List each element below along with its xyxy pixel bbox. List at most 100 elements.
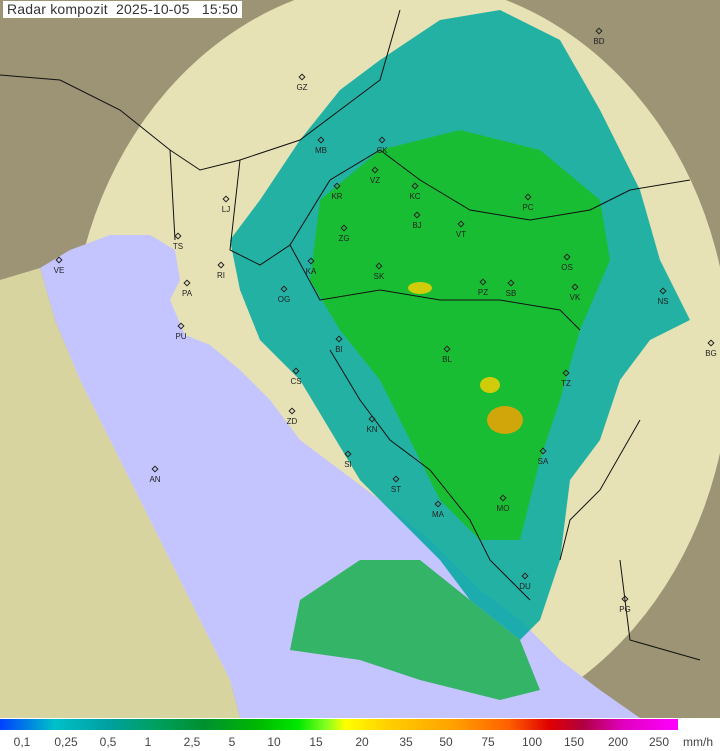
city-marker-icon (521, 572, 529, 580)
city-pu: PU (175, 322, 187, 341)
city-du: DU (519, 572, 531, 591)
city-vz: VZ (370, 166, 380, 185)
radar-echo-intense (408, 282, 432, 294)
city-label: PU (175, 332, 186, 341)
city-zg: ZG (338, 224, 350, 243)
city-marker-icon (174, 232, 182, 240)
italy-land (0, 268, 240, 718)
city-gz: GZ (296, 73, 308, 92)
city-label: BG (705, 349, 717, 358)
city-label: DU (519, 582, 531, 591)
city-marker-icon (413, 211, 421, 219)
city-si: SI (344, 450, 352, 469)
scale-tick: 10 (267, 735, 281, 749)
city-marker-icon (368, 415, 376, 423)
scale-tick: 20 (355, 735, 369, 749)
city-mo: MO (497, 494, 510, 513)
city-marker-icon (335, 335, 343, 343)
city-label: VK (570, 293, 581, 302)
city-marker-icon (317, 136, 325, 144)
city-label: CK (376, 146, 388, 155)
city-label: TS (173, 242, 183, 251)
city-label: ST (391, 485, 401, 494)
city-pc: PC (522, 193, 534, 212)
city-sb: SB (506, 279, 516, 298)
city-label: MO (497, 504, 510, 513)
city-label: SK (374, 272, 385, 281)
city-marker-icon (292, 367, 300, 375)
city-marker-icon (217, 261, 225, 269)
city-marker-icon (707, 339, 715, 347)
scale-tick: 2,5 (183, 735, 201, 749)
city-marker-icon (177, 322, 185, 330)
city-marker-icon (392, 475, 400, 483)
scale-tick: 150 (563, 735, 585, 749)
city-marker-icon (621, 595, 629, 603)
city-kr: KR (331, 182, 343, 201)
city-label: KR (331, 192, 342, 201)
city-marker-icon (55, 256, 63, 264)
city-label: BI (335, 345, 343, 354)
adriatic-sea (40, 235, 640, 718)
scale-tick: 75 (481, 735, 495, 749)
city-sk: SK (374, 262, 385, 281)
scale-unit: mm/h (683, 735, 713, 749)
city-label: PC (522, 203, 533, 212)
city-pg: PG (619, 595, 631, 614)
city-ri: RI (217, 261, 225, 280)
city-label: SA (538, 457, 549, 466)
city-marker-icon (344, 450, 352, 458)
scale-tick: 1 (144, 735, 152, 749)
city-mb: MB (315, 136, 327, 155)
city-pz: PZ (478, 278, 488, 297)
city-marker-icon (595, 27, 603, 35)
city-label: TZ (561, 379, 571, 388)
city-kn: KN (366, 415, 378, 434)
city-bj: BJ (412, 211, 422, 230)
city-ns: NS (657, 287, 669, 306)
color-scale-labels: 0,1 0,25 0,5 1 2,5 5 10 15 20 35 50 75 1… (0, 735, 720, 751)
city-label: CS (290, 377, 301, 386)
city-marker-icon (371, 166, 379, 174)
city-label: MA (432, 510, 445, 519)
city-marker-icon (307, 257, 315, 265)
country-borders (0, 9, 701, 661)
radar-map[interactable]: GZ BD MB CK VZ KR KC PC LJ ZG BJ VT TS RI KA SK OS VE PA OG… (0, 0, 720, 718)
city-label: AN (149, 475, 160, 484)
city-label: KC (409, 192, 420, 201)
scale-tick: 35 (399, 735, 413, 749)
city-ma: MA (432, 500, 445, 519)
city-marker-icon (288, 407, 296, 415)
city-kc: KC (409, 182, 421, 201)
city-sa: SA (538, 447, 549, 466)
radar-echo-core (310, 130, 610, 540)
city-label: MB (315, 146, 327, 155)
city-label: OG (278, 295, 290, 304)
city-marker-icon (457, 220, 465, 228)
city-marker-icon (524, 193, 532, 201)
city-label: KA (306, 267, 317, 276)
scale-tick: 250 (648, 735, 670, 749)
city-cs: CS (290, 367, 302, 386)
city-ck: CK (376, 136, 388, 155)
city-bi: BI (335, 335, 343, 354)
city-label: KN (366, 425, 377, 434)
map-title: Radar kompozit 2025-10-05 15:50 (3, 1, 242, 18)
city-marker-icon (222, 195, 230, 203)
scale-tick: 50 (439, 735, 453, 749)
city-label: PZ (478, 288, 488, 297)
scale-tick: 200 (607, 735, 629, 749)
city-label: BJ (412, 221, 421, 230)
city-marker-icon (571, 283, 579, 291)
city-pa: PA (182, 279, 193, 298)
city-zd: ZD (287, 407, 298, 426)
city-marker-icon (434, 500, 442, 508)
city-label: OS (561, 263, 573, 272)
city-marker-icon (499, 494, 507, 502)
city-vk: VK (570, 283, 581, 302)
city-marker-icon (507, 279, 515, 287)
city-label: VT (456, 230, 466, 239)
city-label: VZ (370, 176, 380, 185)
radar-echo-intense (480, 377, 500, 393)
city-marker-icon (479, 278, 487, 286)
